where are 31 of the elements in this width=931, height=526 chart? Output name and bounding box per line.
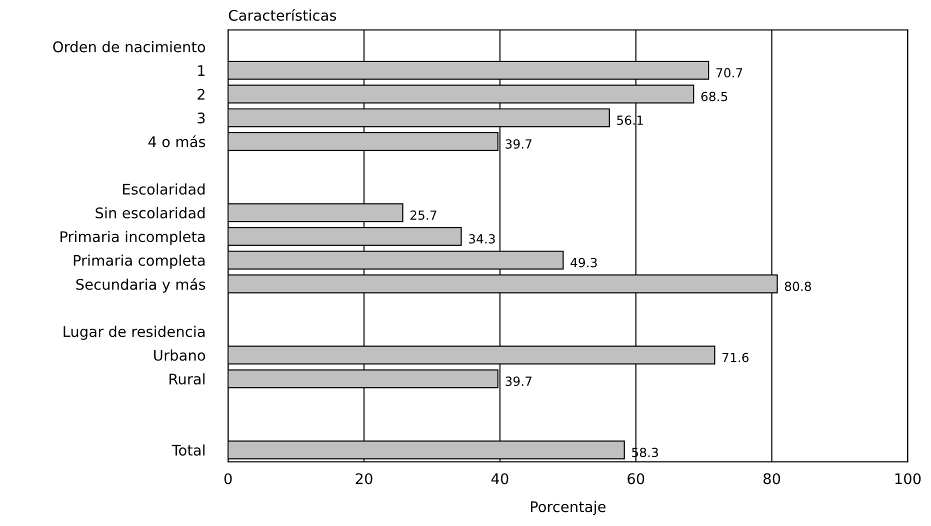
y-tick-label: Rural — [170, 373, 205, 385]
data-label: 34.3 — [468, 234, 495, 244]
y-tick-label: Urbano — [154, 350, 206, 361]
x-axis-title: Porcentaje — [530, 500, 606, 516]
y-tick-label: Sin escolaridad — [96, 207, 205, 218]
y-tick-label: Primaria completa — [74, 254, 205, 269]
x-tick-label: 20 — [356, 473, 372, 484]
y-tick-label: 1 — [198, 65, 205, 76]
data-label: 80.8 — [784, 282, 812, 292]
data-label: 71.6 — [722, 352, 749, 362]
data-label: 49.3 — [570, 258, 597, 268]
data-label: 39.7 — [506, 376, 532, 386]
x-tick-label: 0 — [224, 473, 232, 484]
y-tick-label: Escolaridad — [123, 183, 205, 195]
data-label: 68.5 — [701, 92, 728, 102]
x-tick-label: 100 — [895, 473, 921, 484]
x-tick-label: 40 — [491, 473, 508, 484]
y-axis-title: Características — [228, 8, 336, 21]
y-tick-label: 4 o más — [148, 135, 206, 148]
y-tick-label: 2 — [198, 88, 204, 100]
y-tick-label: Orden de nacimiento — [53, 41, 206, 52]
y-tick-label: Lugar de residencia — [64, 326, 205, 340]
y-tick-label: 3 — [198, 112, 205, 124]
x-tick-label: 80 — [764, 473, 780, 484]
y-tick-label: Primaria incompleta — [60, 230, 205, 245]
y-tick-label: Secundaria y más — [76, 278, 206, 293]
y-tick-label: Total — [172, 444, 205, 456]
data-label: 70.7 — [716, 68, 742, 78]
x-tick-label: 60 — [628, 473, 644, 484]
data-label: 39.7 — [506, 139, 532, 149]
data-label: 25.7 — [410, 210, 436, 220]
